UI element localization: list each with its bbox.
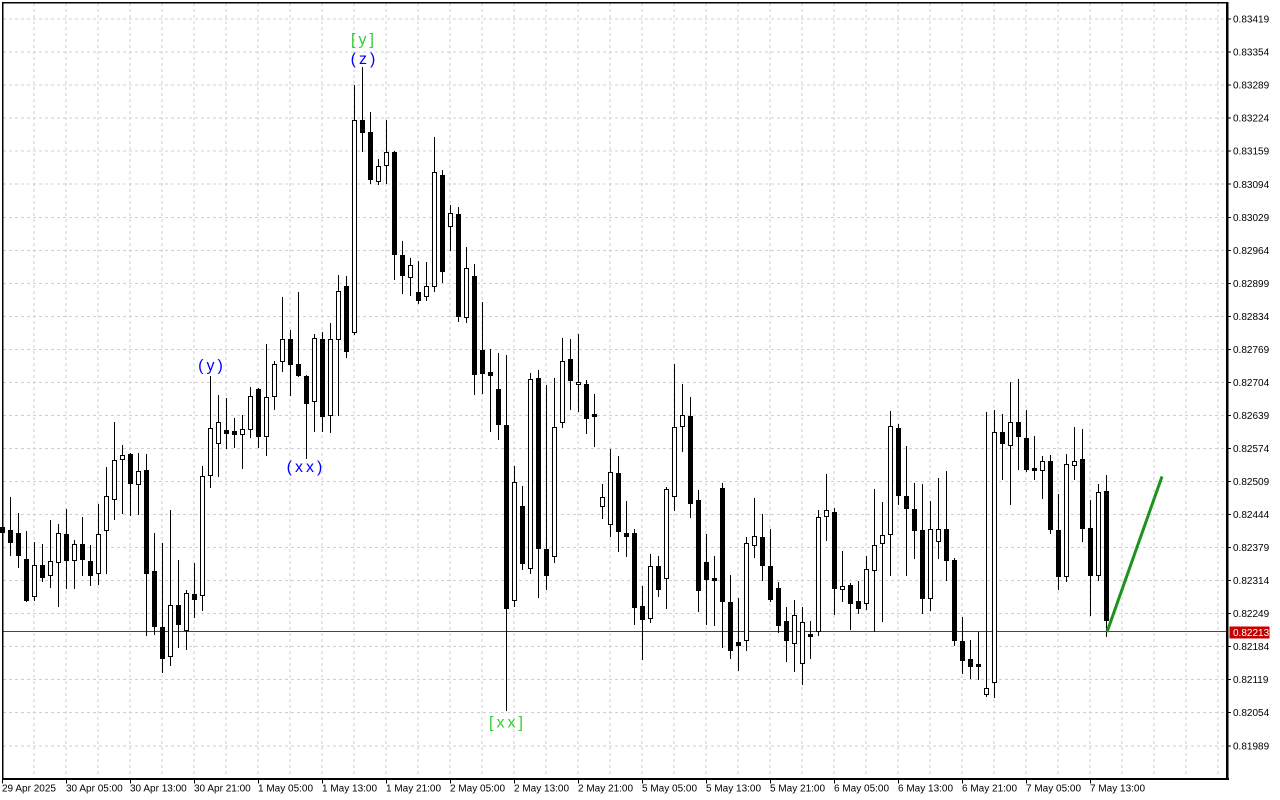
svg-text:0.82834: 0.82834 (1233, 312, 1270, 323)
svg-text:6 May 21:00: 6 May 21:00 (962, 784, 1017, 795)
svg-text:1 May 21:00: 1 May 21:00 (386, 784, 441, 795)
svg-text:30 Apr 05:00: 30 Apr 05:00 (66, 784, 123, 795)
svg-text:0.83159: 0.83159 (1233, 147, 1270, 158)
svg-text:0.82899: 0.82899 (1233, 279, 1270, 290)
svg-text:[y]: [y] (351, 32, 377, 49)
svg-text:(z): (z) (351, 51, 379, 68)
svg-text:6 May 13:00: 6 May 13:00 (898, 784, 953, 795)
svg-text:0.83354: 0.83354 (1233, 48, 1270, 59)
svg-text:(xx): (xx) (287, 459, 326, 476)
svg-text:0.82213: 0.82213 (1233, 628, 1270, 639)
svg-text:7 May 05:00: 7 May 05:00 (1026, 784, 1081, 795)
svg-text:0.83419: 0.83419 (1233, 15, 1270, 26)
svg-text:0.82574: 0.82574 (1233, 444, 1270, 455)
svg-text:30 Apr 21:00: 30 Apr 21:00 (194, 784, 251, 795)
svg-text:0.82249: 0.82249 (1233, 609, 1270, 620)
svg-text:0.82769: 0.82769 (1233, 345, 1270, 356)
svg-text:0.82314: 0.82314 (1233, 576, 1270, 587)
svg-text:2 May 13:00: 2 May 13:00 (514, 784, 569, 795)
svg-text:0.82509: 0.82509 (1233, 477, 1270, 488)
svg-text:0.82184: 0.82184 (1233, 642, 1270, 653)
svg-text:2 May 05:00: 2 May 05:00 (450, 784, 505, 795)
svg-text:5 May 13:00: 5 May 13:00 (706, 784, 761, 795)
svg-text:0.83094: 0.83094 (1233, 180, 1270, 191)
svg-text:0.82379: 0.82379 (1233, 543, 1270, 554)
svg-text:5 May 05:00: 5 May 05:00 (642, 784, 697, 795)
svg-text:0.83224: 0.83224 (1233, 114, 1270, 125)
svg-text:2 May 21:00: 2 May 21:00 (578, 784, 633, 795)
svg-text:6 May 05:00: 6 May 05:00 (834, 784, 889, 795)
svg-text:29 Apr 2025: 29 Apr 2025 (2, 784, 56, 795)
svg-text:0.81989: 0.81989 (1233, 741, 1270, 752)
svg-text:1 May 05:00: 1 May 05:00 (258, 784, 313, 795)
svg-text:0.82119: 0.82119 (1233, 675, 1269, 686)
svg-text:0.82704: 0.82704 (1233, 378, 1270, 389)
svg-text:0.83289: 0.83289 (1233, 81, 1270, 92)
svg-text:0.82054: 0.82054 (1233, 708, 1270, 719)
svg-text:5 May 21:00: 5 May 21:00 (770, 784, 825, 795)
svg-text:30 Apr 13:00: 30 Apr 13:00 (130, 784, 187, 795)
svg-text:7 May 13:00: 7 May 13:00 (1090, 784, 1145, 795)
svg-text:0.83029: 0.83029 (1233, 213, 1270, 224)
svg-text:0.82964: 0.82964 (1233, 246, 1270, 257)
svg-text:0.82639: 0.82639 (1233, 411, 1270, 422)
svg-text:0.82444: 0.82444 (1233, 510, 1270, 521)
svg-text:1 May 13:00: 1 May 13:00 (322, 784, 377, 795)
svg-text:[xx]: [xx] (489, 715, 526, 732)
svg-text:(y): (y) (198, 358, 226, 375)
